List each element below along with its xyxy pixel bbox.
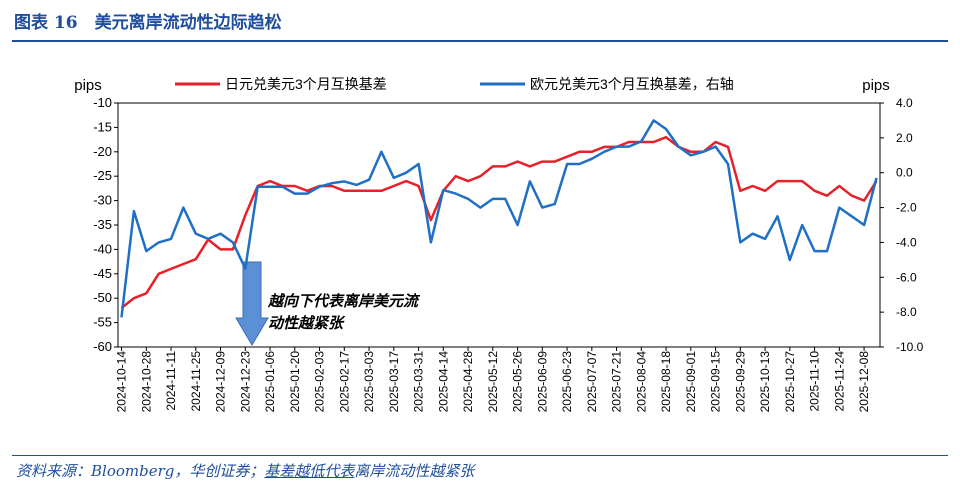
x-tick-label: 2024-11-25 [189,351,203,412]
x-tick-label: 2025-11-10 [808,351,822,412]
rule [12,455,948,456]
x-tick-label: 2025-02-17 [337,351,351,413]
y-tick-label: -20 [93,144,112,159]
x-tick-label: 2025-03-17 [387,351,401,413]
y2-tick-label: -8.0 [896,305,917,319]
x-tick-label: 2025-04-14 [436,351,450,413]
y2-tick-label: 2.0 [896,131,913,145]
y-tick-label: -50 [93,290,112,305]
series-line [120,135,878,309]
x-tick-label: 2025-10-13 [758,351,772,413]
x-tick-label: 2025-08-18 [659,351,673,413]
plot-frame [117,102,881,348]
y-tick-label: -30 [93,193,112,208]
y-axis-label: pips [74,77,102,94]
x-tick-label: 2024-10-14 [115,351,129,413]
x-tick-label: 2025-11-24 [832,351,846,412]
y2-tick-label: 4.0 [896,96,913,110]
legend-label: 欧元兑美元3个月互换基差，右轴 [530,76,734,92]
legend-label: 日元兑美元3个月互换基差 [225,76,387,92]
x-tick-label: 2025-01-20 [288,351,302,413]
x-tick-label: 2024-10-28 [139,351,153,413]
x-tick-label: 2025-02-03 [313,351,327,413]
arrow [235,261,269,346]
x-tick-label: 2024-12-23 [238,351,252,413]
x-tick-label: 2025-10-27 [783,351,797,413]
rule [12,40,948,42]
x-tick-label: 2025-03-03 [362,351,376,413]
x-tick-label: 2025-04-28 [461,351,475,413]
y-tick-label: -40 [93,241,112,256]
annotation: 越向下代表离岸美元流动性越紧张 [268,292,419,332]
y2-tick-label: 0.0 [896,166,913,180]
y-tick-label: -35 [93,217,112,232]
y2-axis-label: pips [862,77,890,94]
y2-tick-label: -2.0 [896,201,917,215]
x-tick-label: 2025-01-06 [263,351,277,413]
figure-title: 图表 16 美元离岸流动性边际趋松 [14,13,282,33]
y2-tick-label: -10.0 [896,340,924,354]
x-tick-label: 2025-09-15 [709,351,723,413]
y-tick-label: -25 [93,168,112,183]
y-tick-label: -15 [93,119,112,134]
x-tick-label: 2024-11-11 [164,351,178,411]
y-tick-label: -45 [93,266,112,281]
source-text: 基差越低代表 [264,462,355,480]
x-tick-label: 2025-09-01 [684,351,698,413]
y-tick-label: -55 [93,315,112,330]
x-tick-label: 2025-03-31 [412,351,426,413]
y-tick-label: -10 [93,95,112,110]
x-tick-label: 2025-09-29 [733,351,747,413]
x-tick-label: 2025-08-04 [634,351,648,413]
x-tick-label: 2025-06-23 [560,351,574,413]
x-tick-label: 2025-06-09 [535,351,549,413]
y-tick-label: -60 [93,339,112,354]
x-tick-label: 2025-07-07 [585,351,599,413]
x-tick-label: 2025-07-21 [610,351,624,413]
x-tick-label: 2025-05-26 [511,351,525,413]
x-tick-label: 2025-05-12 [486,351,500,413]
x-tick-label: 2025-12-08 [857,351,871,413]
chart: pips pips-10-15-20-25-30-35-40-45-50-55-6… [74,76,924,413]
source-text: 离岸流动性越紧张 [354,462,475,480]
series-line [120,119,878,318]
y2-tick-label: -4.0 [896,235,917,249]
x-tick-label: 2024-12-09 [214,351,228,413]
source-text: 资料来源：Bloomberg，华创证券； [16,462,265,480]
source: 资料来源：Bloomberg，华创证券；基差越低代表离岸流动性越紧张 [16,460,474,481]
y2-tick-label: -6.0 [896,270,917,284]
